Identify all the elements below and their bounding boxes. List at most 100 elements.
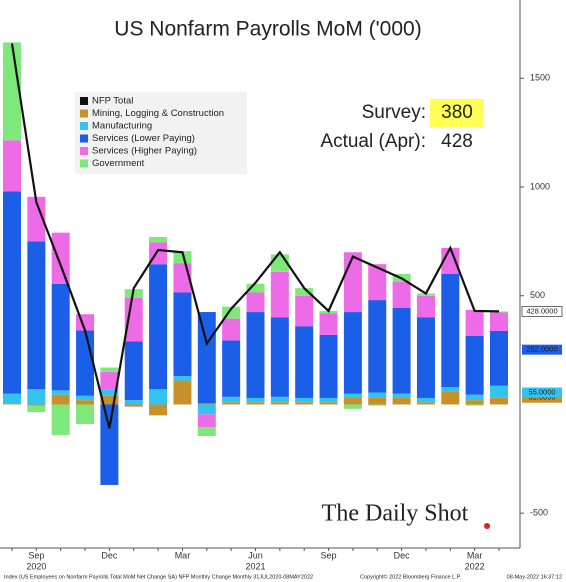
bar-segment bbox=[295, 397, 314, 403]
x-tick-label: Jun bbox=[248, 550, 263, 560]
bar-segment bbox=[319, 397, 338, 403]
bar-segment bbox=[222, 396, 241, 403]
bar-segment bbox=[343, 252, 362, 313]
bar-segment bbox=[197, 312, 216, 404]
bar-segment bbox=[270, 402, 289, 405]
bar-segment bbox=[149, 404, 168, 416]
bar-segment bbox=[392, 307, 411, 394]
x-tick-label: Sep bbox=[321, 550, 337, 560]
x-year-label: 2020 bbox=[26, 561, 46, 571]
bar-segment bbox=[319, 402, 338, 405]
bar-segment bbox=[173, 251, 192, 264]
bar-segment bbox=[124, 341, 143, 401]
y-tick-label: -500 bbox=[530, 508, 548, 518]
bar-segment bbox=[392, 393, 411, 398]
legend-swatch bbox=[80, 109, 88, 118]
x-tick-label: Mar bbox=[175, 550, 191, 560]
bar-segment bbox=[51, 283, 70, 391]
bar-segment bbox=[416, 402, 435, 405]
chart-title: US Nonfarm Payrolls MoM ('000) bbox=[114, 18, 421, 41]
bar-segment bbox=[27, 404, 46, 406]
bar-segment bbox=[343, 404, 362, 409]
bar-segment bbox=[173, 292, 192, 377]
value-label: 252.0000 bbox=[526, 345, 557, 354]
actual-label: Actual (Apr): bbox=[320, 131, 426, 152]
value-label-box bbox=[522, 387, 562, 398]
bar-segment bbox=[490, 311, 508, 313]
bar-segment bbox=[490, 397, 508, 405]
watermark-dot bbox=[484, 523, 490, 529]
bar-segment bbox=[441, 387, 460, 392]
bar-segment bbox=[3, 403, 21, 405]
y-tick-label: 1500 bbox=[530, 73, 550, 83]
nfp-line bbox=[10, 43, 500, 429]
y-tick-label: 1000 bbox=[530, 181, 550, 191]
bar-segment bbox=[3, 140, 21, 192]
bar-segment bbox=[222, 340, 241, 397]
x-tick-label: Mar bbox=[467, 550, 483, 560]
x-tick-label: Dec bbox=[394, 550, 411, 560]
bar-segment bbox=[27, 405, 46, 413]
bar-segment bbox=[124, 404, 143, 407]
x-year-label: 2022 bbox=[465, 561, 485, 571]
legend-swatch bbox=[80, 122, 88, 130]
bar-segment bbox=[222, 306, 241, 319]
bar-segment bbox=[246, 283, 265, 293]
bar-segment bbox=[441, 391, 460, 405]
bar-segment bbox=[465, 394, 484, 401]
legend-swatch bbox=[80, 147, 88, 155]
footer-source: Index (US Employees on Nonfarm Payrolls … bbox=[4, 574, 313, 580]
bar-segment bbox=[51, 404, 70, 435]
bar-segment bbox=[51, 232, 70, 284]
bar-segment bbox=[343, 312, 362, 394]
actual-value: 428 bbox=[441, 131, 473, 152]
bar-segment bbox=[441, 274, 460, 388]
bar-segment bbox=[319, 313, 338, 335]
bar-segment bbox=[100, 389, 119, 396]
bar-segment bbox=[392, 281, 411, 308]
bar-segment bbox=[246, 292, 265, 313]
x-tick-label: Sep bbox=[28, 550, 44, 560]
bar-segment bbox=[490, 312, 508, 331]
legend-label: Manufacturing bbox=[92, 121, 152, 132]
value-label: 55.0000 bbox=[528, 388, 555, 397]
bar-segment bbox=[490, 330, 508, 386]
legend-swatch bbox=[80, 134, 88, 143]
y-tick-label: 500 bbox=[530, 290, 545, 300]
bar-segment bbox=[416, 397, 435, 403]
bar-segment bbox=[295, 295, 314, 327]
value-label: 428.0000 bbox=[526, 306, 557, 315]
footer-date: 08-May-2022 16:37:12 bbox=[507, 574, 562, 580]
bar-segment bbox=[222, 402, 241, 405]
bar-segment bbox=[173, 376, 192, 381]
legend-label: Mining, Logging & Construction bbox=[92, 108, 224, 119]
bar-segment bbox=[100, 395, 119, 405]
legend-label: Services (Lower Paying) bbox=[92, 133, 195, 144]
bar-segment bbox=[465, 404, 484, 406]
bar-segment bbox=[222, 318, 241, 341]
bar-segment bbox=[76, 400, 95, 405]
legend-swatch bbox=[80, 97, 88, 105]
x-year-label: 2021 bbox=[245, 561, 265, 571]
bar-segment bbox=[149, 264, 168, 390]
bar-segment bbox=[51, 394, 70, 405]
bar-segment bbox=[51, 390, 70, 395]
bar-segment bbox=[197, 404, 216, 415]
bar-segment bbox=[343, 393, 362, 398]
value-label-box bbox=[521, 306, 563, 317]
bar-segment bbox=[100, 371, 119, 390]
legend-label: Government bbox=[92, 158, 145, 169]
bar-segment bbox=[100, 367, 119, 372]
x-tick-label: Dec bbox=[101, 550, 118, 560]
bar-segment bbox=[3, 393, 21, 404]
bar-segment bbox=[343, 397, 362, 405]
bar-segment bbox=[490, 385, 508, 398]
bar-segment bbox=[246, 397, 265, 403]
bar-segment bbox=[3, 191, 21, 394]
bar-segment bbox=[149, 389, 168, 405]
bar-segment bbox=[465, 309, 484, 336]
bar-segment bbox=[465, 400, 484, 405]
bar-segment bbox=[76, 404, 95, 425]
bar-segment bbox=[197, 403, 216, 405]
bar-segment bbox=[76, 330, 95, 396]
